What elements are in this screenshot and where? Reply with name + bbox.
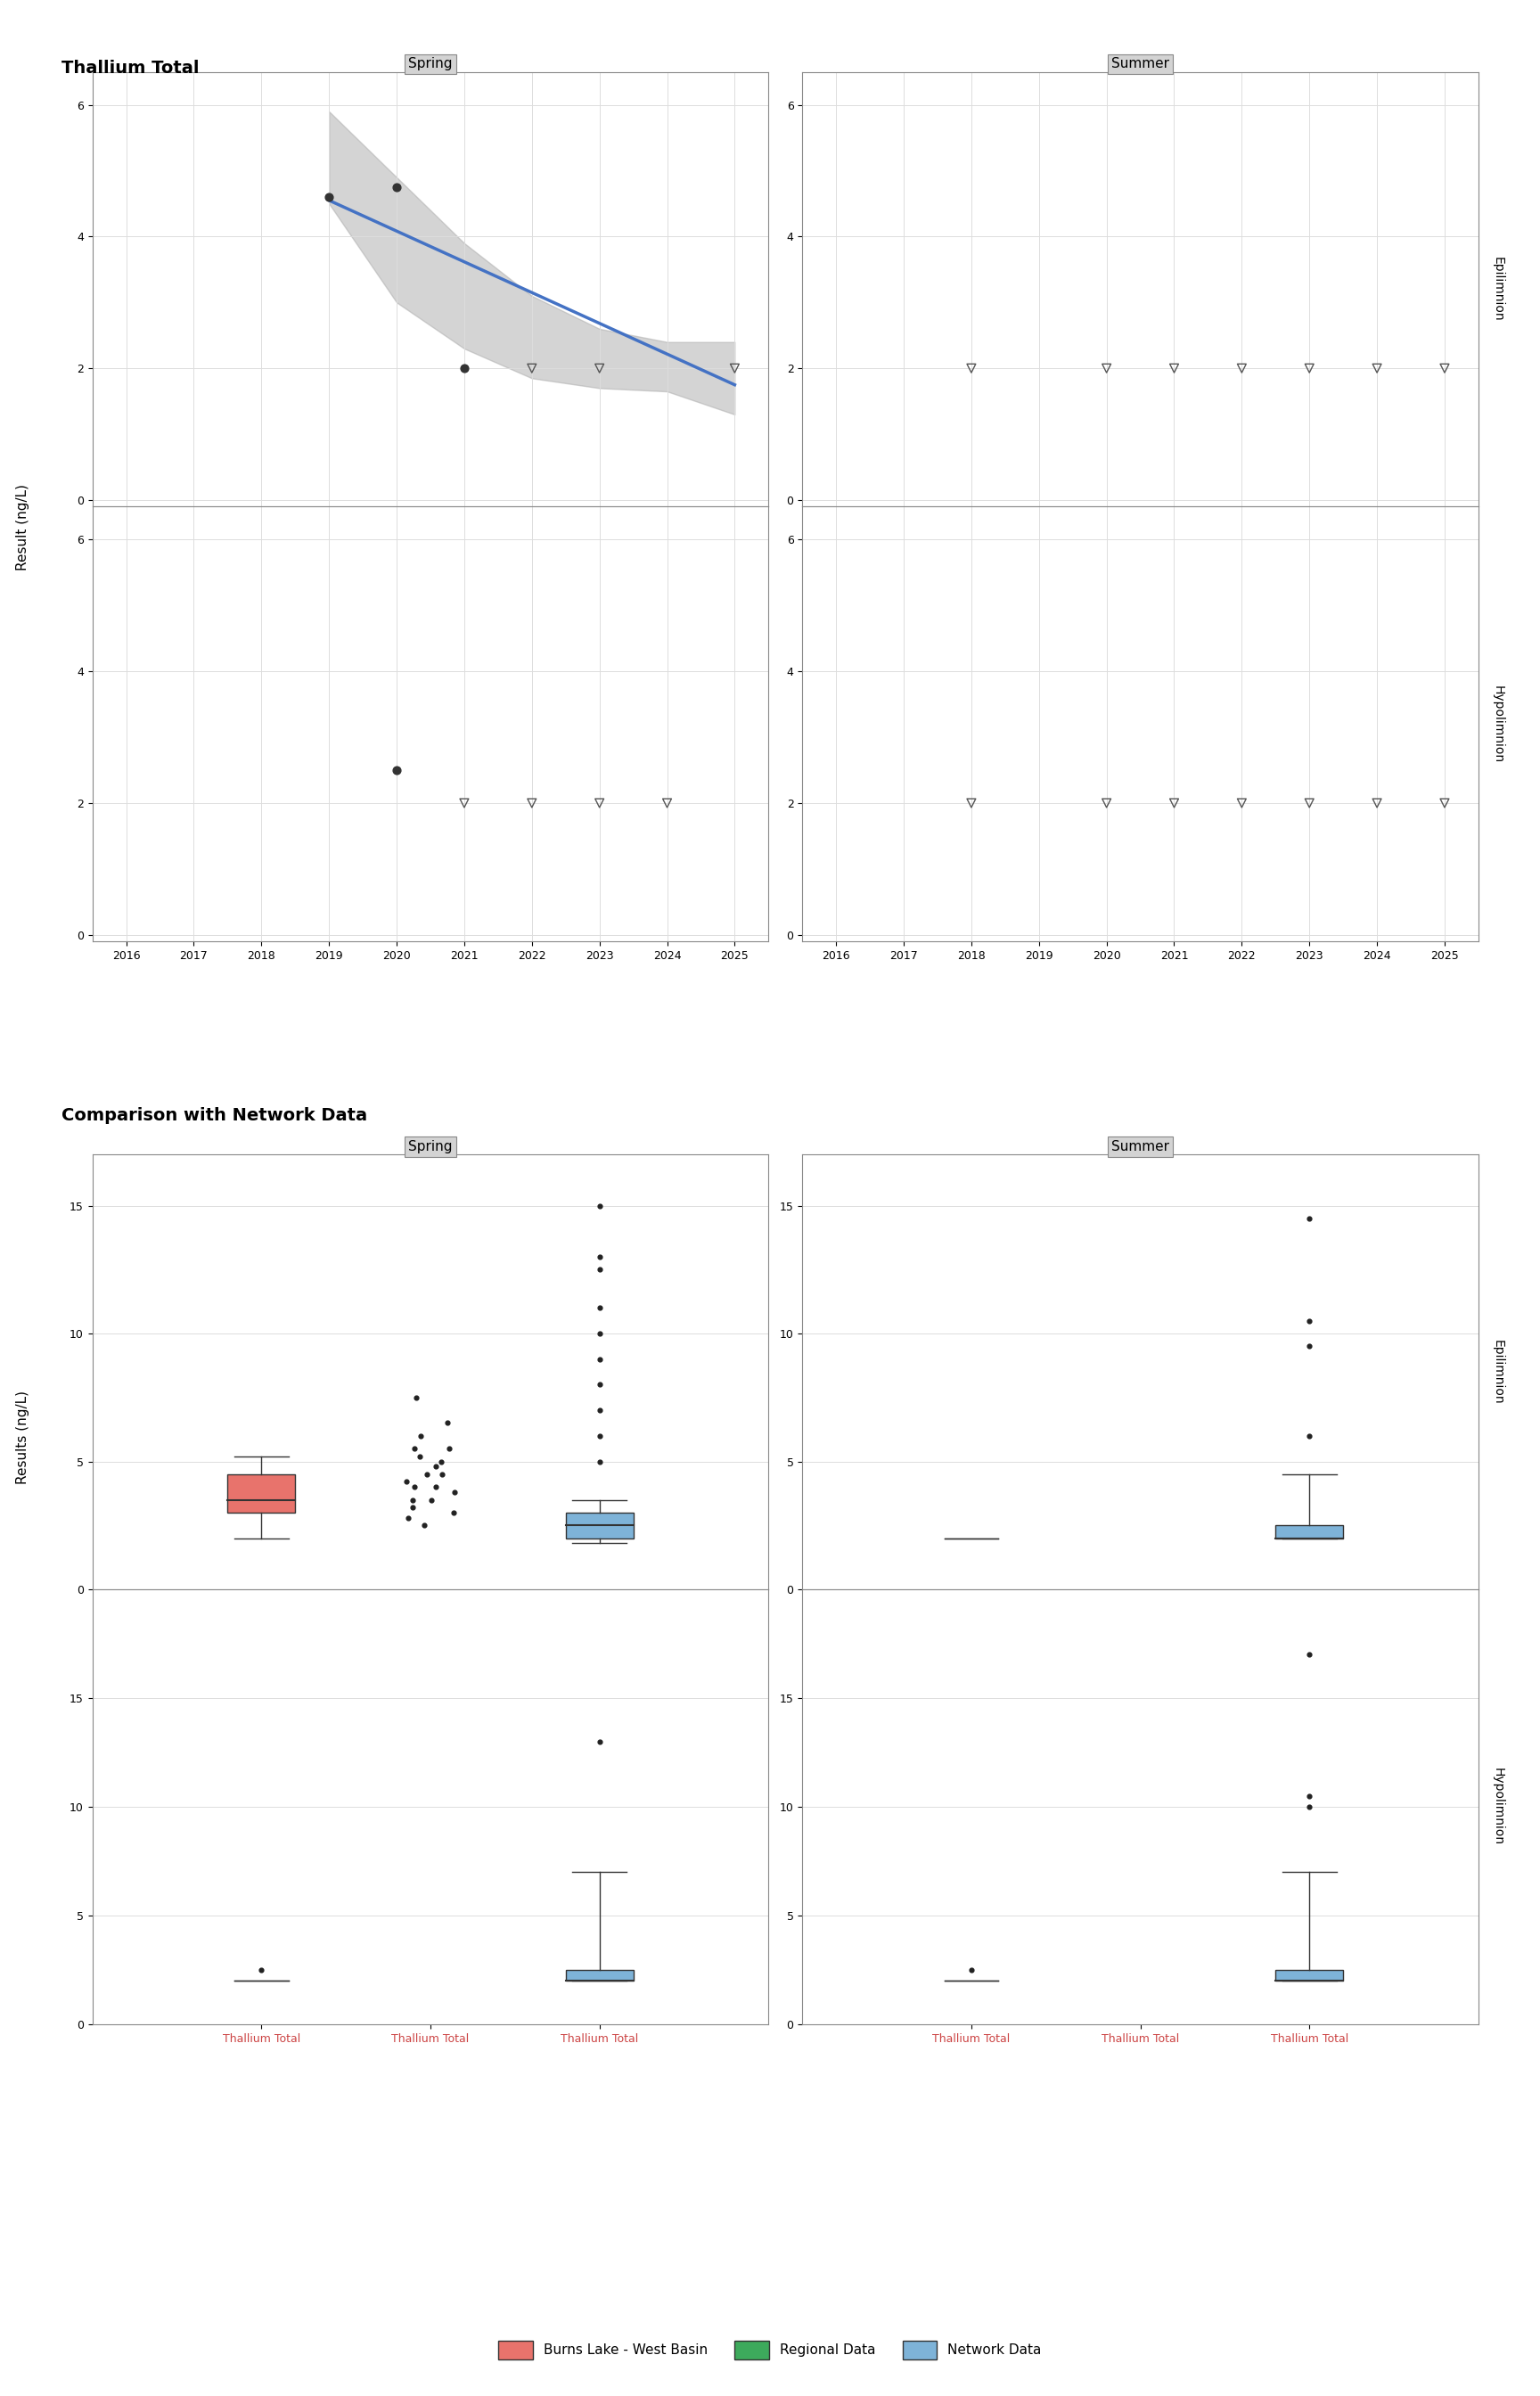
Point bbox=[414, 1454, 439, 1493]
Point bbox=[722, 350, 747, 388]
FancyBboxPatch shape bbox=[565, 1970, 633, 1981]
Title: Spring: Spring bbox=[408, 58, 453, 72]
Point bbox=[1297, 1636, 1321, 1675]
Point bbox=[1297, 1301, 1321, 1339]
Point bbox=[587, 1251, 611, 1289]
Point bbox=[587, 1416, 611, 1454]
Text: Thallium Total: Thallium Total bbox=[62, 60, 199, 77]
Point bbox=[959, 783, 984, 822]
FancyBboxPatch shape bbox=[1275, 1970, 1343, 1981]
Point bbox=[587, 783, 611, 822]
Text: Result (ng/L): Result (ng/L) bbox=[17, 484, 29, 570]
Text: Hypolimnion: Hypolimnion bbox=[1492, 1768, 1505, 1845]
FancyBboxPatch shape bbox=[228, 1474, 296, 1512]
Point bbox=[385, 168, 410, 206]
Point bbox=[428, 1442, 453, 1481]
Point bbox=[424, 1469, 448, 1507]
Point bbox=[587, 1315, 611, 1354]
Point bbox=[437, 1430, 462, 1469]
Point bbox=[587, 1339, 611, 1378]
Point bbox=[1297, 1200, 1321, 1239]
FancyBboxPatch shape bbox=[565, 1512, 633, 1538]
Point bbox=[1297, 1787, 1321, 1826]
Point bbox=[587, 350, 611, 388]
Point bbox=[1229, 783, 1254, 822]
Point bbox=[1364, 783, 1389, 822]
Point bbox=[1095, 783, 1120, 822]
Point bbox=[430, 1454, 454, 1493]
Point bbox=[408, 1438, 433, 1476]
Point bbox=[400, 1488, 425, 1526]
Point bbox=[1297, 1327, 1321, 1366]
Point bbox=[394, 1462, 419, 1500]
Point bbox=[419, 1481, 444, 1519]
Title: Spring: Spring bbox=[408, 1140, 453, 1152]
Point bbox=[1095, 350, 1120, 388]
Point bbox=[654, 783, 679, 822]
Point bbox=[408, 1416, 433, 1454]
Text: Epilimnion: Epilimnion bbox=[1492, 1339, 1505, 1404]
Point bbox=[1432, 783, 1457, 822]
Legend: Burns Lake - West Basin, Regional Data, Network Data: Burns Lake - West Basin, Regional Data, … bbox=[493, 2336, 1047, 2365]
Point bbox=[1229, 350, 1254, 388]
Point bbox=[1297, 1778, 1321, 1816]
Point bbox=[519, 350, 544, 388]
Point bbox=[959, 1950, 984, 1989]
Point bbox=[442, 1474, 467, 1512]
Point bbox=[385, 750, 410, 788]
Point bbox=[1297, 783, 1321, 822]
Point bbox=[451, 783, 476, 822]
Point bbox=[1161, 350, 1186, 388]
Point bbox=[402, 1430, 427, 1469]
Point bbox=[587, 1442, 611, 1481]
Text: Hypolimnion: Hypolimnion bbox=[1492, 685, 1505, 762]
Point bbox=[403, 1378, 428, 1416]
Point bbox=[411, 1507, 436, 1545]
Point bbox=[402, 1469, 427, 1507]
Title: Summer: Summer bbox=[1112, 58, 1169, 72]
Point bbox=[451, 350, 476, 388]
Point bbox=[440, 1493, 465, 1531]
Point bbox=[249, 1950, 274, 1989]
Point bbox=[434, 1404, 459, 1442]
Text: Epilimnion: Epilimnion bbox=[1492, 256, 1505, 321]
Point bbox=[587, 1289, 611, 1327]
Point bbox=[400, 1481, 425, 1519]
Point bbox=[317, 177, 342, 216]
Title: Summer: Summer bbox=[1112, 1140, 1169, 1152]
Point bbox=[424, 1447, 448, 1486]
Point bbox=[396, 1498, 420, 1536]
FancyBboxPatch shape bbox=[1275, 1526, 1343, 1538]
Point bbox=[587, 1392, 611, 1430]
Point bbox=[1432, 350, 1457, 388]
Point bbox=[1297, 350, 1321, 388]
Point bbox=[1364, 350, 1389, 388]
Point bbox=[587, 1186, 611, 1224]
Text: Results (ng/L): Results (ng/L) bbox=[17, 1390, 29, 1486]
Point bbox=[1297, 1416, 1321, 1454]
Point bbox=[519, 783, 544, 822]
Point bbox=[587, 1239, 611, 1277]
Point bbox=[587, 1366, 611, 1404]
Text: Comparison with Network Data: Comparison with Network Data bbox=[62, 1107, 368, 1124]
Point bbox=[959, 350, 984, 388]
Point bbox=[587, 1723, 611, 1761]
Point bbox=[1161, 783, 1186, 822]
